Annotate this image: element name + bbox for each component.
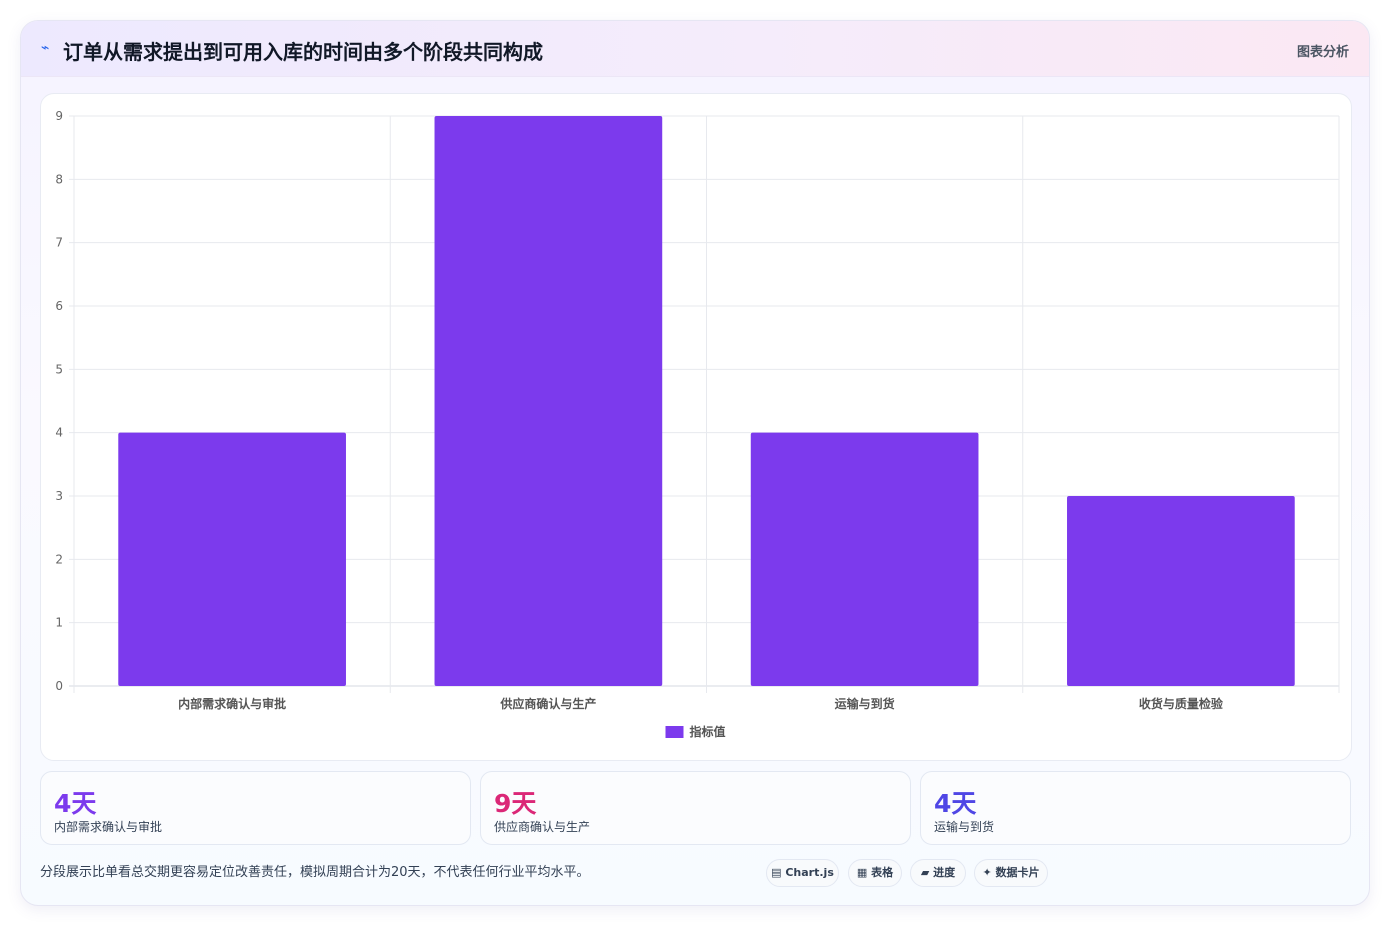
x-tick-label: 运输与到货 [835,696,895,711]
x-tick-label: 内部需求确认与审批 [178,696,286,711]
chart-analysis-tag: 图表分析 [1296,45,1349,60]
bar [118,432,346,686]
y-tick-label: 2 [55,552,63,566]
stat-value: 4天 [934,789,977,818]
sparkle-icon: ✦ [982,866,992,879]
chip-chartjs[interactable]: ▤ Chart.js [766,859,839,887]
y-tick-label: 6 [55,299,63,313]
stat-value: 9天 [494,789,537,818]
stat-label: 内部需求确认与审批 [54,820,163,834]
x-tick-label: 供应商确认与生产 [499,696,596,711]
chart-card: ⌁ 订单从需求提出到可用入库的时间由多个阶段共同构成 图表分析 0 1 2 3 4 5 6 7… [20,20,1370,906]
chip-label: 进度 [933,866,956,879]
bar [750,432,979,686]
stat-card-3: 4天 运输与到货 [920,771,1351,845]
stat-card-1: 4天 内部需求确认与审批 [40,771,471,845]
chip-label: 表格 [871,866,894,879]
stat-value: 4天 [54,789,97,818]
chip-label: Chart.js [785,866,834,879]
chart-panel: 0 1 2 3 4 5 6 7 8 9 内部需求确认与审批 供应商确认与生产 运输与到货 收货与质量检验指… [40,93,1352,761]
y-tick-label: 1 [55,616,63,630]
card-header: ⌁ 订单从需求提出到可用入库的时间由多个阶段共同构成 图表分析 [21,21,1369,77]
y-tick-label: 5 [55,362,63,376]
page-title: 订单从需求提出到可用入库的时间由多个阶段共同构成 [63,40,543,64]
table-icon: ▦ [856,866,868,879]
stat-label: 运输与到货 [934,820,995,834]
chip-data-cards[interactable]: ✦ 数据卡片 [974,859,1048,887]
chip-table[interactable]: ▦ 表格 [848,859,902,887]
chip-label: 数据卡片 [995,866,1040,879]
legend-label: 指标值 [690,724,726,739]
footnote: 分段展示比单看总交期更容易定位改善责任，模拟周期合计为20天，不代表任何行业平均… [40,865,590,880]
progress-icon: ▰ [920,866,930,879]
stat-label: 供应商确认与生产 [494,820,591,834]
y-tick-label: 8 [55,172,63,186]
stat-card-2: 9天 供应商确认与生产 [480,771,911,845]
y-tick-label: 4 [55,426,63,440]
y-tick-label: 9 [55,109,63,123]
bar-chart: 0 1 2 3 4 5 6 7 8 9 内部需求确认与审批 供应商确认与生产 运输与到货 收货与质量检验指… [55,109,1340,739]
trend-icon: ⌁ [41,40,50,56]
bar [434,116,663,686]
y-tick-label: 0 [55,679,63,693]
bar [1067,496,1295,686]
y-tick-label: 3 [55,489,63,503]
legend-swatch [665,726,684,738]
y-tick-label: 7 [55,236,63,250]
x-tick-label: 收货与质量检验 [1139,696,1224,711]
chart-icon: ▤ [771,866,782,879]
chip-progress[interactable]: ▰ 进度 [910,859,966,887]
